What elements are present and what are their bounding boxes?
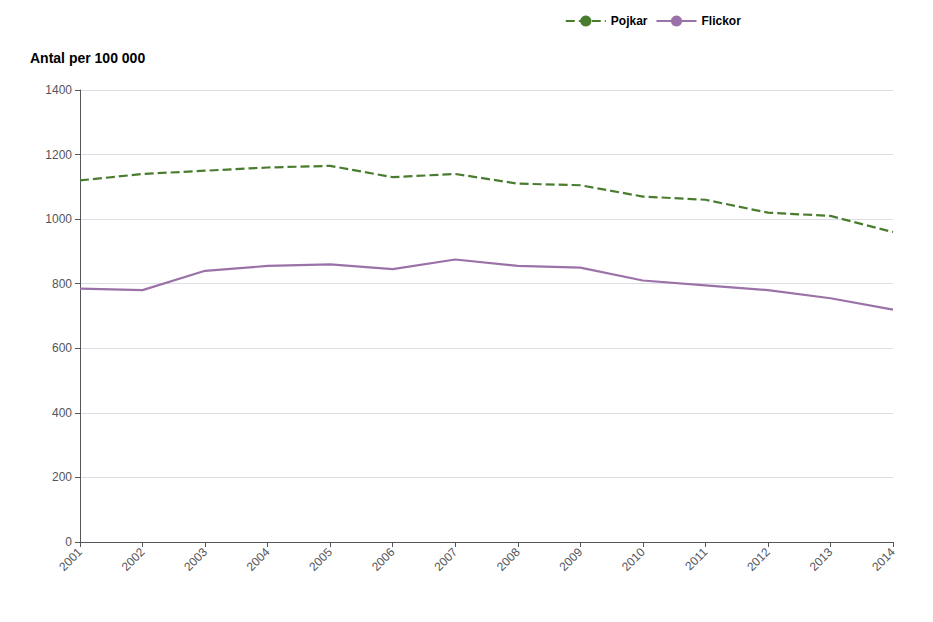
svg-text:400: 400 — [52, 406, 72, 420]
svg-text:2004: 2004 — [244, 545, 273, 574]
svg-text:2003: 2003 — [181, 545, 210, 574]
svg-text:2001: 2001 — [56, 545, 85, 574]
svg-text:2014: 2014 — [869, 545, 898, 574]
svg-text:600: 600 — [52, 341, 72, 355]
svg-text:200: 200 — [52, 470, 72, 484]
svg-text:1200: 1200 — [45, 148, 72, 162]
svg-text:Flickor: Flickor — [701, 14, 741, 28]
svg-text:2008: 2008 — [494, 545, 523, 574]
svg-text:2005: 2005 — [306, 545, 335, 574]
svg-text:1000: 1000 — [45, 212, 72, 226]
svg-text:2006: 2006 — [369, 545, 398, 574]
svg-text:2012: 2012 — [744, 545, 773, 574]
svg-text:Pojkar: Pojkar — [611, 14, 648, 28]
svg-text:2013: 2013 — [807, 545, 836, 574]
svg-text:2009: 2009 — [556, 545, 585, 574]
svg-text:2007: 2007 — [431, 545, 460, 574]
svg-text:2011: 2011 — [682, 545, 710, 573]
svg-text:0: 0 — [65, 535, 72, 549]
svg-text:2002: 2002 — [119, 545, 148, 574]
svg-text:Antal per 100 000: Antal per 100 000 — [30, 50, 145, 66]
svg-text:1400: 1400 — [45, 83, 72, 97]
svg-text:800: 800 — [52, 277, 72, 291]
svg-text:2010: 2010 — [619, 545, 648, 574]
